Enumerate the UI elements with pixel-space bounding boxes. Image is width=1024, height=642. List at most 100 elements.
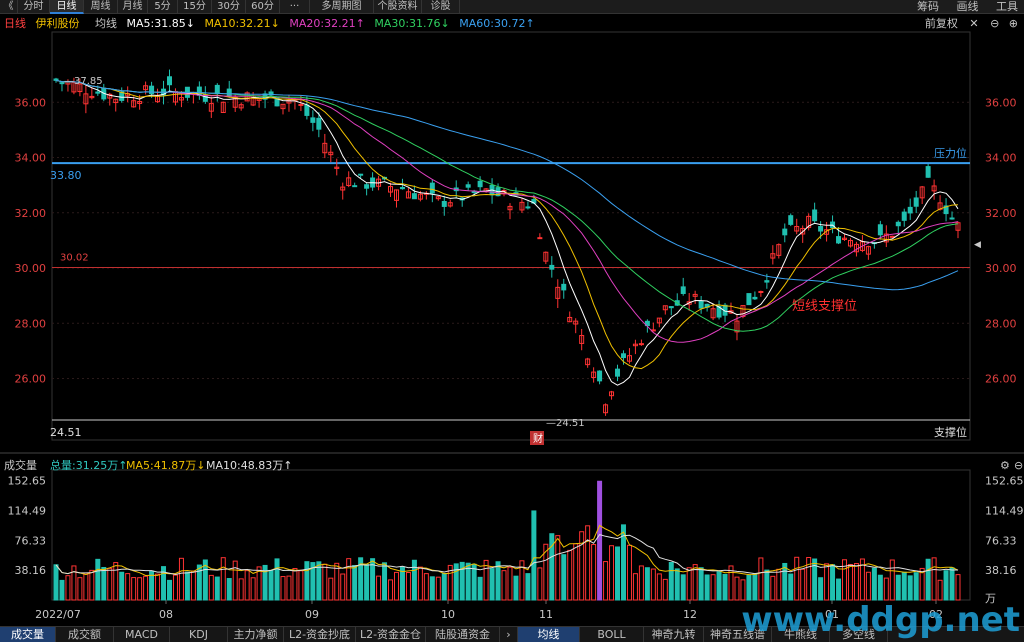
candle-body <box>931 185 937 192</box>
volume-tick-right: 76.33 <box>985 534 1017 547</box>
indicator-tab[interactable]: 牛熊线 <box>772 627 830 642</box>
indicator-tab[interactable]: 成交额 <box>56 627 114 642</box>
volume-bar <box>531 510 537 601</box>
volume-tick-right: 152.65 <box>985 475 1024 488</box>
indicator-tab[interactable]: 主力净额 <box>228 627 284 642</box>
candle-body <box>119 91 125 101</box>
volume-bar <box>955 574 961 601</box>
ma-label[interactable]: 均线 <box>95 17 117 30</box>
stock-name[interactable]: 伊利股份 <box>35 17 80 30</box>
volume-bar <box>328 577 334 601</box>
tools-button[interactable]: 工具 <box>996 0 1018 13</box>
volume-bar <box>364 564 370 601</box>
volume-bar <box>149 570 155 601</box>
candle-body <box>943 205 949 215</box>
volume-bar <box>937 579 943 601</box>
candle-body <box>776 244 782 256</box>
candle-body <box>220 101 226 113</box>
volume-bar <box>650 568 656 601</box>
indicator-tab[interactable]: L2-资金金仓位 <box>356 627 426 642</box>
period-tab[interactable]: 15分 <box>178 0 212 14</box>
period-tab[interactable]: 多周期图 <box>310 0 374 14</box>
volume-bar <box>77 577 83 601</box>
volume-tick-left: 76.33 <box>15 534 47 547</box>
volume-bar <box>668 561 674 601</box>
price-tick-right: 30.00 <box>985 262 1017 275</box>
period-tab[interactable]: 分时 <box>18 0 50 14</box>
period-tab[interactable]: 周线 <box>84 0 118 14</box>
volume-bar <box>525 573 531 601</box>
indicator-tab[interactable]: 均线 <box>518 627 580 642</box>
minus-icon: ⊖ <box>1014 459 1023 472</box>
volume-bar <box>704 574 710 601</box>
indicator-tab[interactable]: MACD <box>114 627 170 642</box>
volume-bar <box>716 571 722 601</box>
volume-bar <box>232 560 238 601</box>
candle-body <box>310 117 316 123</box>
volume-bar <box>579 531 585 601</box>
candle-body <box>919 186 925 199</box>
period-tab[interactable]: 60分 <box>246 0 280 14</box>
indicator-tab[interactable]: L2-资金抄底 <box>284 627 356 642</box>
volume-bar <box>489 568 495 601</box>
next-tab-icon[interactable]: › <box>500 627 518 642</box>
ma60-value: MA60:30.72↑ <box>459 17 535 30</box>
back-icon[interactable]: 《 <box>0 0 18 14</box>
draw-line-button[interactable]: 画线 <box>956 0 979 13</box>
candle-body <box>806 215 812 228</box>
volume-bar <box>83 572 89 601</box>
volume-bar <box>268 569 274 601</box>
volume-bar <box>830 564 836 601</box>
period-tab[interactable]: 日线 <box>50 0 84 14</box>
kline-chart[interactable]: 36.00 36.00 34.00 34.00 32.00 32.00 30.00 30.00… <box>0 16 1024 626</box>
volume-bar <box>453 563 459 601</box>
plus-icon[interactable]: ⊕ <box>1008 17 1018 30</box>
volume-bar <box>907 575 913 601</box>
indicator-tab[interactable]: BOLL <box>580 627 644 642</box>
indicator-tab[interactable]: KDJ <box>170 627 228 642</box>
candle-body <box>328 151 334 156</box>
volume-bar <box>877 574 883 601</box>
minus-icon[interactable]: ⊖ <box>990 17 1000 30</box>
candle-body <box>316 117 322 130</box>
volume-bar <box>537 567 543 601</box>
close-icon[interactable]: ✕ <box>969 17 979 30</box>
period-tab[interactable]: ··· <box>280 0 310 14</box>
ma5-value: MA5:31.85↓ <box>126 17 195 30</box>
candle-body <box>758 290 764 293</box>
period-tab[interactable]: 月线 <box>118 0 148 14</box>
volume-tick-left: 38.16 <box>15 564 47 577</box>
volume-bar <box>871 567 877 601</box>
volume-bar <box>883 577 889 601</box>
candle-body <box>770 253 776 259</box>
period-tab[interactable]: 个股资料 <box>374 0 422 14</box>
indicator-tab[interactable]: 多空线 <box>830 627 888 642</box>
period-tab[interactable]: 诊股 <box>422 0 460 14</box>
period-tab[interactable]: 30分 <box>212 0 246 14</box>
candle-body <box>955 222 961 231</box>
indicator-tab[interactable]: 神奇五线谱 <box>704 627 772 642</box>
candle-body <box>668 306 674 309</box>
volume-bar <box>758 557 764 601</box>
volume-bar <box>638 565 644 601</box>
volume-bar <box>662 578 668 601</box>
ma30-line <box>55 79 959 332</box>
volume-bar <box>501 570 507 601</box>
indicator-tab[interactable]: 成交量 <box>0 627 56 642</box>
indicator-tab[interactable]: 神奇九转 <box>644 627 704 642</box>
volume-unit: 万 <box>985 592 996 605</box>
period-tab[interactable]: 5分 <box>148 0 178 14</box>
low-marker: —24.51 <box>546 418 585 429</box>
price-tick-left: 36.00 <box>15 96 47 109</box>
volume-bar <box>155 573 161 601</box>
volume-bar <box>519 560 525 601</box>
volume-bar <box>626 544 632 601</box>
volume-tick-right: 114.49 <box>985 505 1024 518</box>
volume-bar <box>250 577 256 601</box>
indicator-tab[interactable]: 陆股通资金 <box>426 627 500 642</box>
volume-bar <box>244 570 250 601</box>
fq-button[interactable]: 前复权 <box>924 17 958 30</box>
chip-button[interactable]: 筹码 <box>917 0 939 13</box>
volume-bar <box>310 562 316 601</box>
volume-bar <box>901 571 907 601</box>
